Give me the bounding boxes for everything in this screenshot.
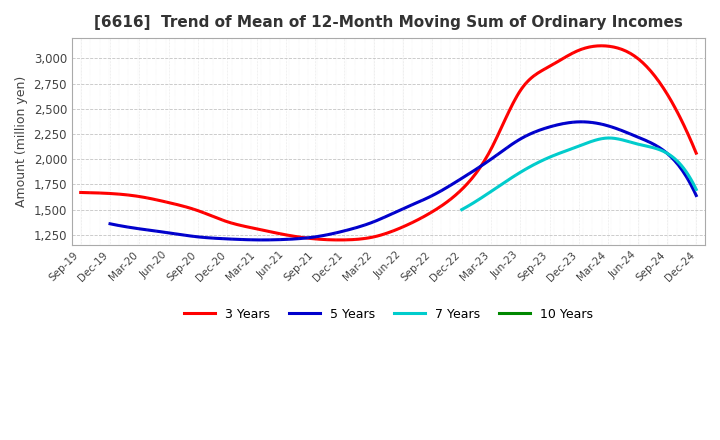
7 Years — [596, 136, 605, 142]
3 Years — [455, 189, 464, 194]
Line: 7 Years: 7 Years — [462, 138, 696, 209]
5 Years — [467, 170, 475, 175]
5 Years — [603, 123, 612, 128]
Legend: 3 Years, 5 Years, 7 Years, 10 Years: 3 Years, 5 Years, 7 Years, 10 Years — [179, 303, 598, 326]
3 Years — [599, 43, 608, 48]
7 Years — [671, 156, 680, 161]
5 Years — [641, 138, 649, 143]
Line: 5 Years: 5 Years — [110, 122, 696, 240]
7 Years — [597, 136, 606, 141]
7 Years — [457, 207, 466, 212]
3 Years — [692, 150, 701, 156]
5 Years — [108, 221, 117, 227]
7 Years — [458, 206, 467, 212]
Y-axis label: Amount (million yen): Amount (million yen) — [15, 76, 28, 207]
5 Years — [258, 237, 267, 242]
5 Years — [456, 176, 465, 181]
3 Years — [597, 43, 606, 48]
5 Years — [576, 119, 585, 125]
7 Years — [601, 136, 610, 141]
3 Years — [76, 190, 85, 195]
3 Years — [78, 190, 87, 195]
3 Years — [445, 198, 454, 203]
7 Years — [605, 136, 613, 141]
5 Years — [106, 221, 114, 227]
3 Years — [639, 60, 647, 65]
5 Years — [692, 193, 701, 198]
5 Years — [454, 177, 463, 183]
3 Years — [443, 199, 451, 205]
3 Years — [336, 237, 344, 242]
7 Years — [656, 147, 665, 153]
Line: 3 Years: 3 Years — [81, 46, 696, 240]
7 Years — [692, 187, 701, 192]
Title: [6616]  Trend of Mean of 12-Month Moving Sum of Ordinary Incomes: [6616] Trend of Mean of 12-Month Moving … — [94, 15, 683, 30]
